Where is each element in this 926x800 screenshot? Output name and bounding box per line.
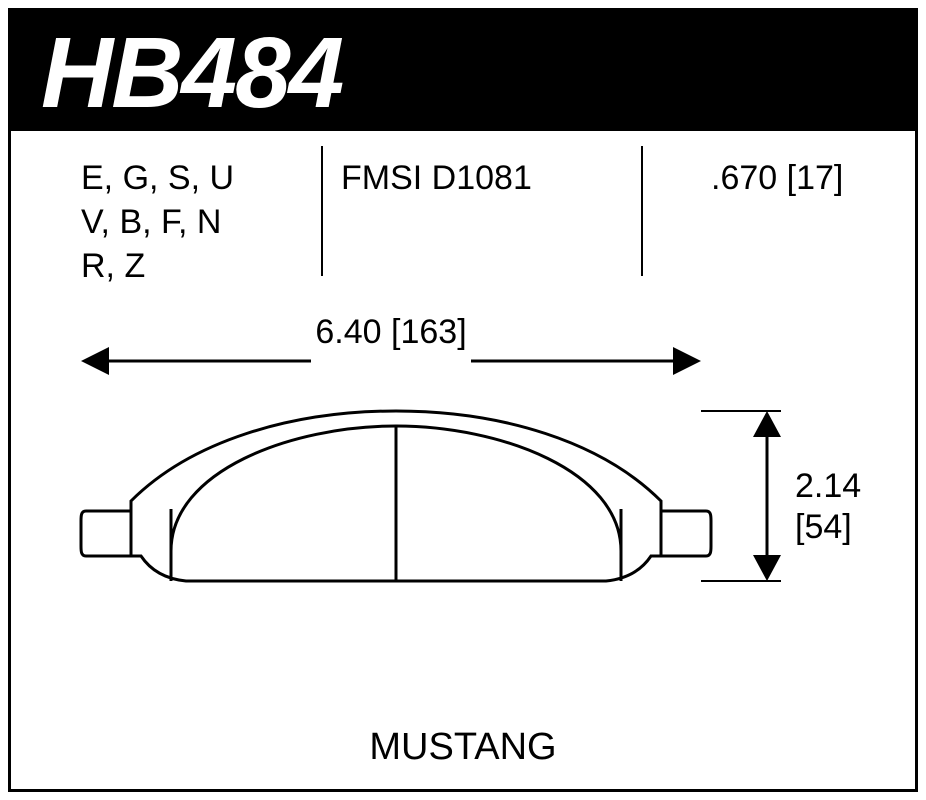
width-dimension: 6.40 [163]: [81, 331, 701, 391]
width-inches: 6.40: [315, 313, 381, 351]
compounds-line-3: R, Z: [81, 244, 145, 288]
header-bar: HB484: [11, 11, 915, 131]
height-extension-lines: [701, 409, 781, 584]
part-number-title: HB484: [41, 16, 342, 131]
width-mm: 163: [400, 313, 457, 351]
width-dimension-label: 6.40 [163]: [81, 313, 701, 352]
height-mm: 54: [804, 508, 842, 546]
brake-pad-drawing: [71, 401, 721, 601]
product-name: MUSTANG: [11, 726, 915, 769]
height-inches: 2.14: [795, 467, 861, 505]
fmsi-code: FMSI D1081: [341, 156, 532, 200]
diagram-frame: HB484 E, G, S, U V, B, F, N R, Z FMSI D1…: [8, 8, 918, 792]
info-divider-2: [641, 146, 643, 276]
info-divider-1: [321, 146, 323, 276]
thickness-value: .670 [17]: [711, 156, 843, 200]
height-dimension-label: 2.14 [54]: [795, 466, 861, 548]
compounds-line-1: E, G, S, U: [81, 156, 234, 200]
compounds-line-2: V, B, F, N: [81, 200, 221, 244]
